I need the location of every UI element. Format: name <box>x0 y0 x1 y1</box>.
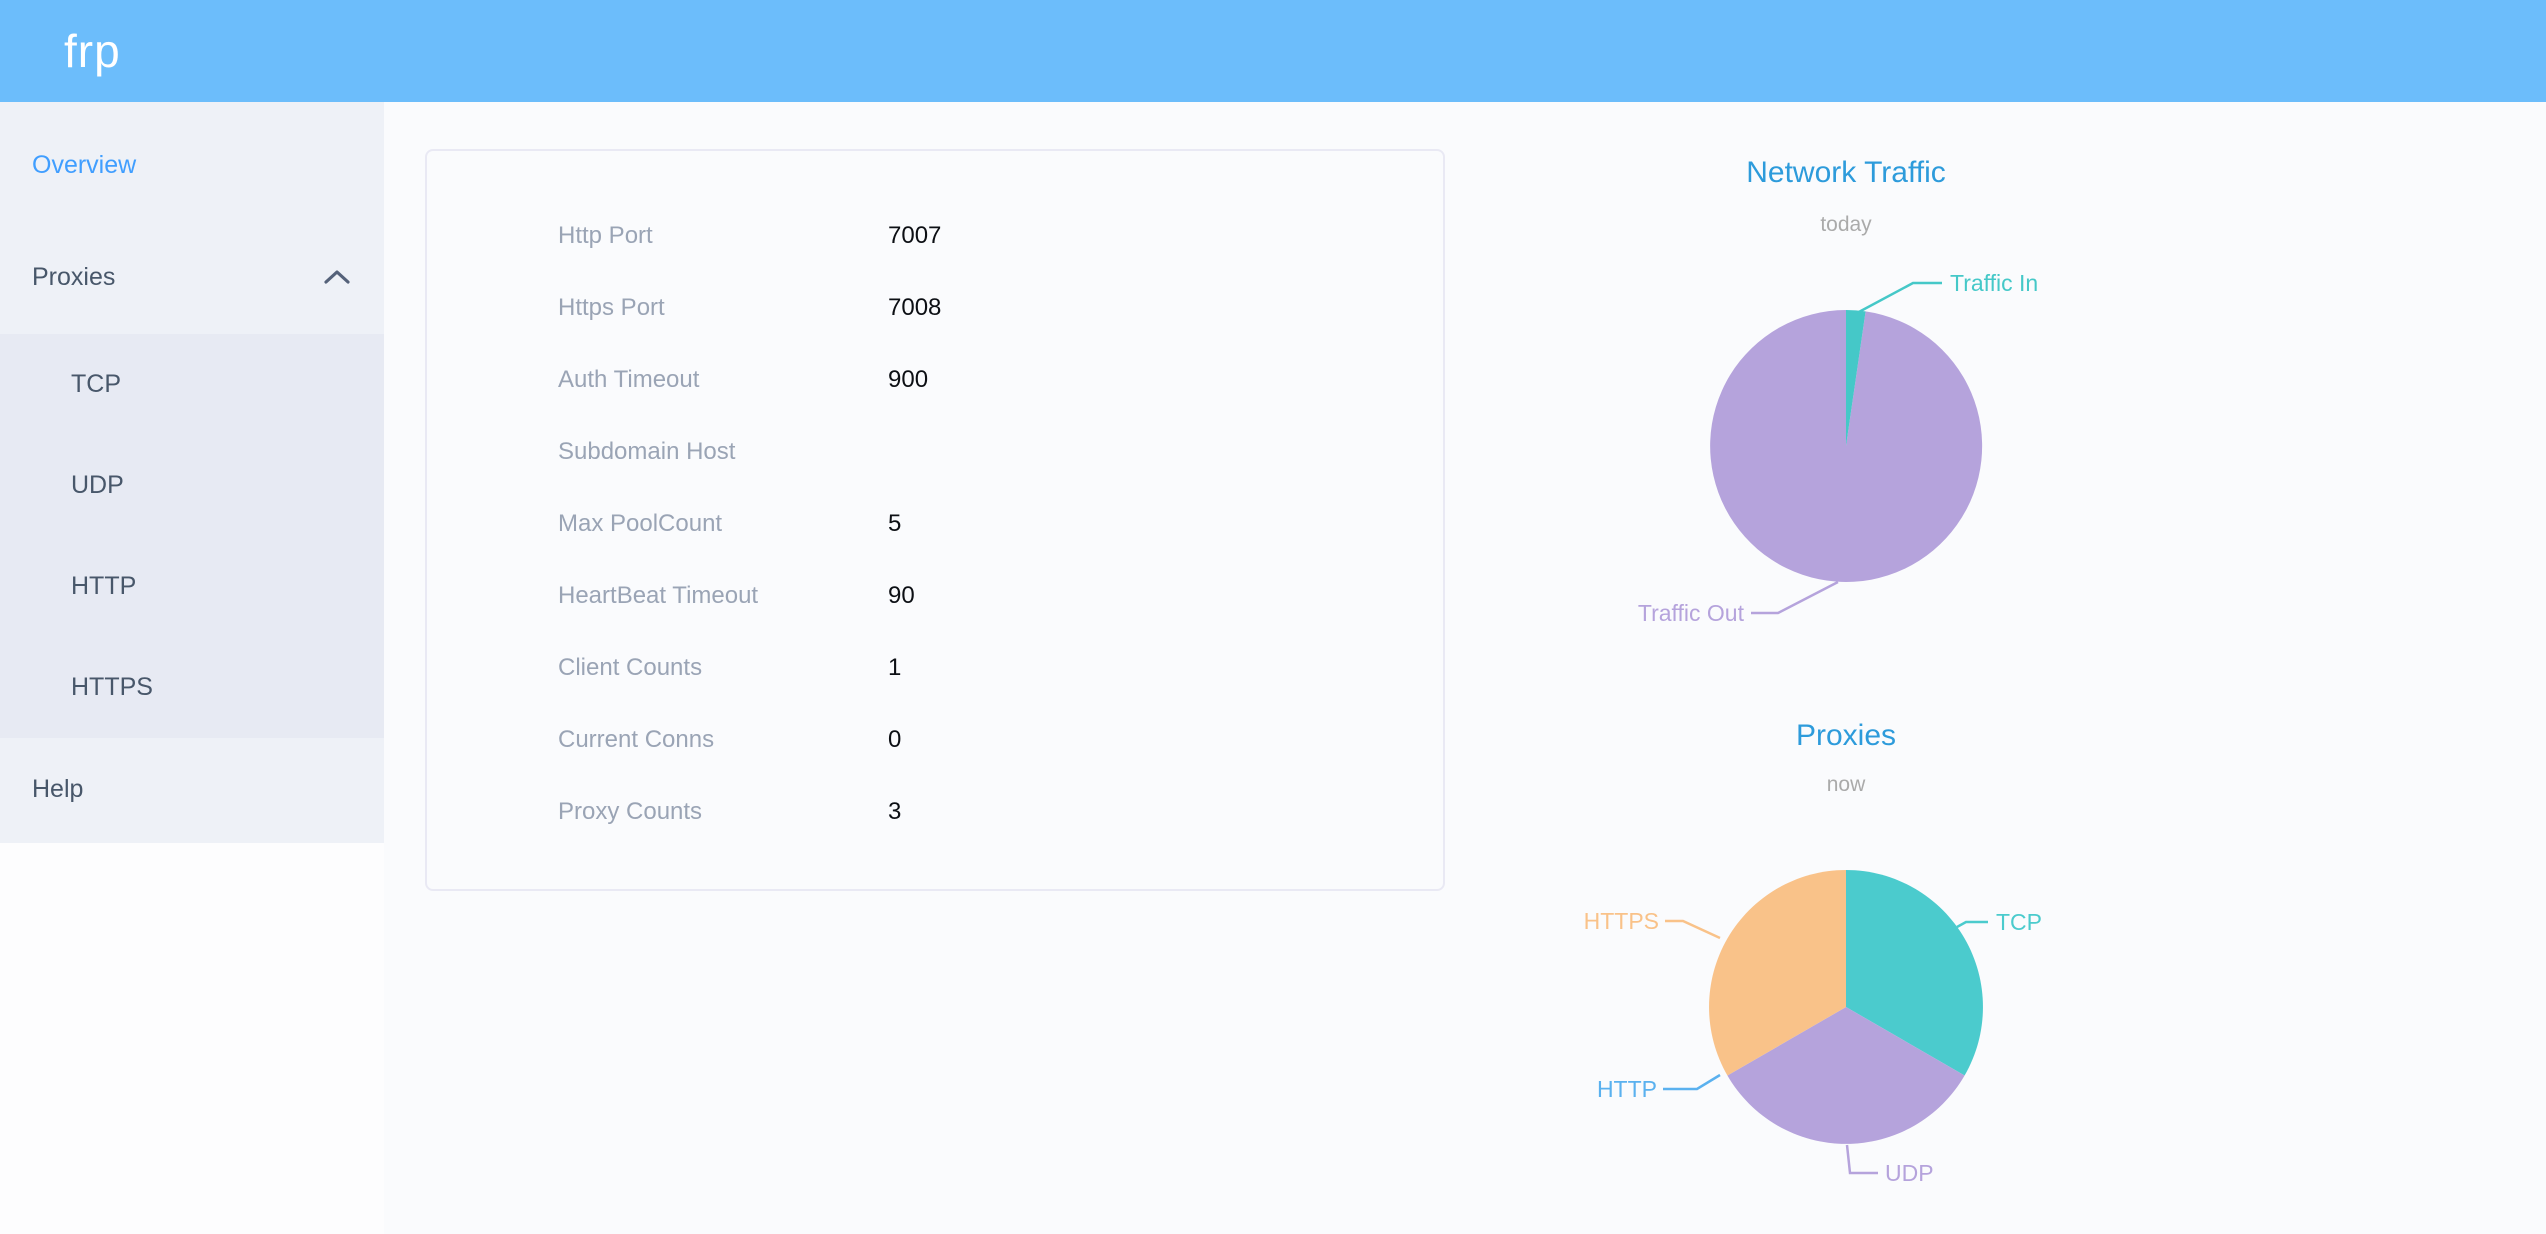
app-logo: frp <box>64 25 121 77</box>
pie-slice-tcp[interactable] <box>1846 870 1983 1076</box>
sidebar-item-label: Help <box>32 774 84 803</box>
label-line-traffic-out <box>1751 580 1839 615</box>
config-label: Current Conns <box>558 726 715 753</box>
config-row-auth-timeout: Auth Timeout 900 <box>427 344 1443 416</box>
pie-label-https: HTTPS <box>1584 908 1659 934</box>
config-row-subdomain-host: Subdomain Host <box>427 416 1443 488</box>
app-header: frp <box>0 0 2546 102</box>
config-row-client-counts: Client Counts 1 <box>427 632 1443 704</box>
config-value: 0 <box>888 726 902 753</box>
sidebar-item-https[interactable]: HTTPS <box>0 637 384 738</box>
network-traffic-pie-chart: Traffic In Traffic Out <box>1638 270 2038 626</box>
config-row-http-port: Http Port 7007 <box>427 200 1443 272</box>
config-label: HeartBeat Timeout <box>558 582 759 609</box>
pie-label-traffic-out: Traffic Out <box>1638 600 1745 626</box>
config-value: 3 <box>888 798 902 825</box>
label-line-tcp <box>1956 920 1988 929</box>
pie-slice-udp[interactable] <box>1727 1007 1965 1144</box>
config-value: 900 <box>888 366 929 393</box>
config-value: 7008 <box>888 294 942 321</box>
label-line-udp <box>1845 1144 1878 1175</box>
pie-slice-traffic-out[interactable] <box>1710 310 1983 582</box>
config-label: Max PoolCount <box>558 510 723 537</box>
config-row-https-port: Https Port 7008 <box>427 272 1443 344</box>
sidebar-item-label: HTTPS <box>71 673 153 701</box>
sidebar-item-label: UDP <box>71 471 124 499</box>
sidebar-item-proxies[interactable]: Proxies <box>0 227 384 327</box>
config-label: Proxy Counts <box>558 798 703 825</box>
proxies-chart-title: Proxies <box>1795 719 1897 752</box>
pie-label-http: HTTP <box>1597 1076 1657 1102</box>
config-value: 1 <box>888 654 902 681</box>
config-row-max-poolcount: Max PoolCount 5 <box>427 488 1443 560</box>
config-value: 5 <box>888 510 902 537</box>
sidebar-item-label: Proxies <box>32 262 116 291</box>
sidebar: Overview Proxies TCP UDP HTTP HTTPS <box>0 102 384 843</box>
config-value: 90 <box>888 582 915 609</box>
pie-slice-traffic-in[interactable] <box>1846 309 1866 446</box>
main-content: Http Port 7007 Https Port 7008 Auth Time… <box>384 102 2546 1234</box>
proxies-chart-subtitle: now <box>1826 773 1866 796</box>
config-value: 7007 <box>888 222 942 249</box>
network-traffic-chart-title: Network Traffic <box>1746 156 1946 189</box>
config-label: Client Counts <box>558 654 703 681</box>
sidebar-item-label: TCP <box>71 370 121 398</box>
sidebar-item-help[interactable]: Help <box>0 739 384 839</box>
pie-label-udp: UDP <box>1885 1160 1934 1186</box>
sidebar-item-http[interactable]: HTTP <box>0 536 384 637</box>
config-label: Https Port <box>558 294 665 321</box>
sidebar-item-label: Overview <box>32 150 137 179</box>
label-line-traffic-in <box>1856 281 1942 315</box>
network-traffic-chart-subtitle: today <box>1820 213 1872 236</box>
config-label: Http Port <box>558 222 653 249</box>
sidebar-item-udp[interactable]: UDP <box>0 435 384 536</box>
sidebar-proxies-submenu: TCP UDP HTTP HTTPS <box>0 334 384 738</box>
server-config-card: Http Port 7007 Https Port 7008 Auth Time… <box>425 149 1445 891</box>
config-row-heartbeat-timeout: HeartBeat Timeout 90 <box>427 560 1443 632</box>
config-label: Auth Timeout <box>558 366 700 393</box>
config-row-proxy-counts: Proxy Counts 3 <box>427 776 1443 848</box>
pie-label-traffic-in: Traffic In <box>1950 270 2038 296</box>
sidebar-item-tcp[interactable]: TCP <box>0 334 384 435</box>
label-line-http <box>1663 1073 1721 1091</box>
sidebar-item-label: HTTP <box>71 572 137 600</box>
config-label: Subdomain Host <box>558 438 736 465</box>
pie-slice-https[interactable] <box>1709 870 1846 1076</box>
label-line-https <box>1665 919 1721 940</box>
sidebar-item-overview[interactable]: Overview <box>0 115 384 215</box>
config-row-current-conns: Current Conns 0 <box>427 704 1443 776</box>
chevron-up-icon <box>324 270 350 284</box>
pie-label-tcp: TCP <box>1996 909 2042 935</box>
server-config-rows: Http Port 7007 Https Port 7008 Auth Time… <box>427 200 1443 848</box>
proxies-pie-chart: TCP HTTPS HTTP UDP <box>1584 870 2042 1186</box>
